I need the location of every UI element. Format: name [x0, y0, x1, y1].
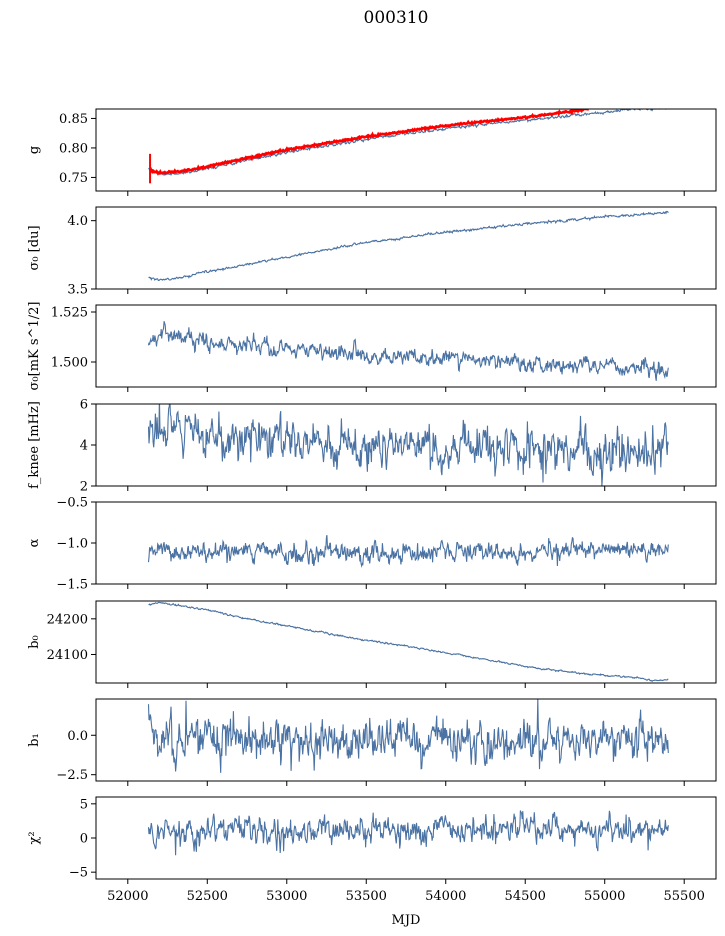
y-tick-label-g: 0.75 — [59, 171, 88, 186]
y-axis-label-chi2: χ² — [27, 831, 42, 844]
y-axis-label-g: g — [27, 146, 42, 154]
y-tick-label-sigma0_nep: 1.500 — [51, 356, 88, 371]
axes-frame-alpha — [95, 501, 717, 585]
panel-sigma0: 3.5 4.0 σ₀ [du] — [27, 206, 717, 298]
x-tick-label: 54500 — [505, 889, 546, 904]
y-axis-label-fknee: f_knee [mHz] — [27, 401, 42, 489]
x-tick-label: 55000 — [584, 889, 625, 904]
axes-frame-sigma0_nep — [95, 304, 717, 388]
x-tick-label: 52500 — [187, 889, 228, 904]
panel-fknee: 2 4 6 f_knee [mHz] — [27, 398, 717, 495]
x-tick-label: 55500 — [664, 889, 705, 904]
x-tick-label: 53500 — [346, 889, 387, 904]
y-tick-label-b1: −2.5 — [56, 768, 88, 783]
series-line-b1 — [147, 699, 669, 773]
y-tick-label-g: 0.85 — [59, 112, 88, 127]
overlay-line-g — [148, 109, 589, 176]
y-tick-label-alpha: −1.5 — [56, 578, 88, 593]
y-axis-label-sigma0_nep: σ₀[mK s^1/2] — [27, 302, 42, 391]
panel-chi2: −5 0 5 χ² — [27, 796, 717, 884]
y-tick-label-b1: 0.0 — [67, 729, 88, 744]
y-axis-label-b1: b₁ — [27, 733, 42, 747]
y-tick-label-g: 0.80 — [59, 141, 88, 156]
y-tick-label-alpha: −0.5 — [56, 496, 88, 511]
panel-sigma0_nep: 1.500 1.525 σ₀[mK s^1/2] — [27, 302, 717, 392]
axes-frame-g — [95, 108, 717, 192]
panel-g: 0.75 0.80 0.85 g — [27, 108, 717, 196]
series-line-chi2 — [147, 810, 669, 856]
y-axis-label-alpha: α — [27, 538, 42, 547]
panels-group: 0.75 0.80 0.85 g 3.5 4.0 σ₀ [du] 1.500 1.525 σ₀[m… — [27, 108, 717, 884]
series-line-b0 — [148, 601, 669, 683]
series-line-sigma0_nep — [147, 321, 669, 381]
series-line-g — [148, 109, 667, 177]
y-tick-label-fknee: 2 — [80, 480, 88, 495]
y-axis-label-b0: b₀ — [27, 635, 42, 649]
y-tick-label-b0: 24100 — [47, 648, 88, 663]
x-tick-label: 52000 — [107, 889, 148, 904]
series-line-fknee — [147, 404, 669, 486]
y-tick-label-alpha: −1.0 — [56, 537, 88, 552]
y-tick-label-fknee: 6 — [80, 398, 88, 413]
y-tick-label-chi2: 0 — [80, 832, 88, 847]
y-tick-label-sigma0_nep: 1.525 — [51, 306, 88, 321]
series-line-alpha — [147, 535, 669, 568]
y-tick-label-sigma0: 4.0 — [67, 214, 88, 229]
panel-b1: −2.5 0.0 b₁ — [27, 698, 717, 786]
y-tick-label-chi2: 5 — [80, 797, 88, 812]
shared-x-axis: 52000 52500 53000 53500 54000 54500 55000 55500 — [107, 889, 705, 904]
x-tick-label: 53000 — [266, 889, 307, 904]
x-tick-label: 54000 — [425, 889, 466, 904]
y-tick-label-b0: 24200 — [47, 612, 88, 627]
x-axis-label: MJD — [392, 913, 421, 928]
panel-alpha: −1.5 −1.0 −0.5 α — [27, 496, 717, 593]
axes-frame-b1 — [95, 698, 717, 782]
y-tick-label-sigma0: 3.5 — [67, 283, 88, 298]
axes-frame-b0 — [95, 600, 717, 684]
series-line-sigma0 — [148, 210, 669, 282]
panel-b0: 24100 24200 b₀ — [27, 600, 717, 688]
axes-frame-sigma0 — [95, 206, 717, 290]
y-axis-label-sigma0: σ₀ [du] — [27, 225, 42, 270]
y-tick-label-fknee: 4 — [80, 439, 88, 454]
figure-title: 000310 — [364, 8, 429, 28]
y-tick-label-chi2: −5 — [69, 866, 88, 881]
